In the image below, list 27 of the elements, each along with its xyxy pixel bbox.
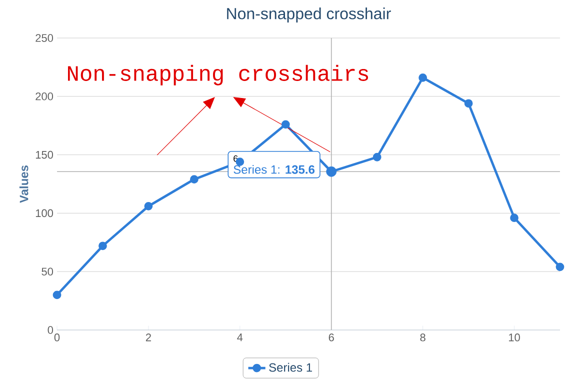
y-tick-label: 50 (42, 268, 54, 276)
annotation: Series 1: 135.6 (234, 165, 315, 174)
x-tick-label: 6 (328, 334, 334, 342)
x-tick-label: 2 (146, 334, 151, 342)
point (144, 202, 153, 210)
x-tick-label: 0 (54, 334, 60, 342)
y-tick-label: 200 (36, 92, 54, 100)
y-tick-label: 0 (48, 326, 54, 334)
x-tick-label: 4 (237, 334, 243, 342)
chart-title: Non-snapped crosshair (227, 8, 391, 22)
y-tick-label: 150 (36, 150, 54, 159)
point (510, 214, 518, 222)
point (464, 99, 473, 108)
point (281, 120, 290, 129)
point (190, 175, 198, 184)
y-tick-label: 250 (36, 34, 54, 42)
point (372, 152, 382, 162)
point (418, 74, 428, 82)
x-tick-label: 8 (420, 334, 426, 342)
y-tick-label: 100 (36, 209, 54, 218)
point (98, 242, 107, 250)
x-tick-label: 10 (508, 334, 520, 342)
annotation: Non-snapping crosshairs (68, 64, 368, 86)
point (52, 290, 62, 300)
y-axis-title: Values (19, 165, 28, 203)
point (556, 262, 564, 272)
legend-label: Series 1 (269, 362, 312, 372)
